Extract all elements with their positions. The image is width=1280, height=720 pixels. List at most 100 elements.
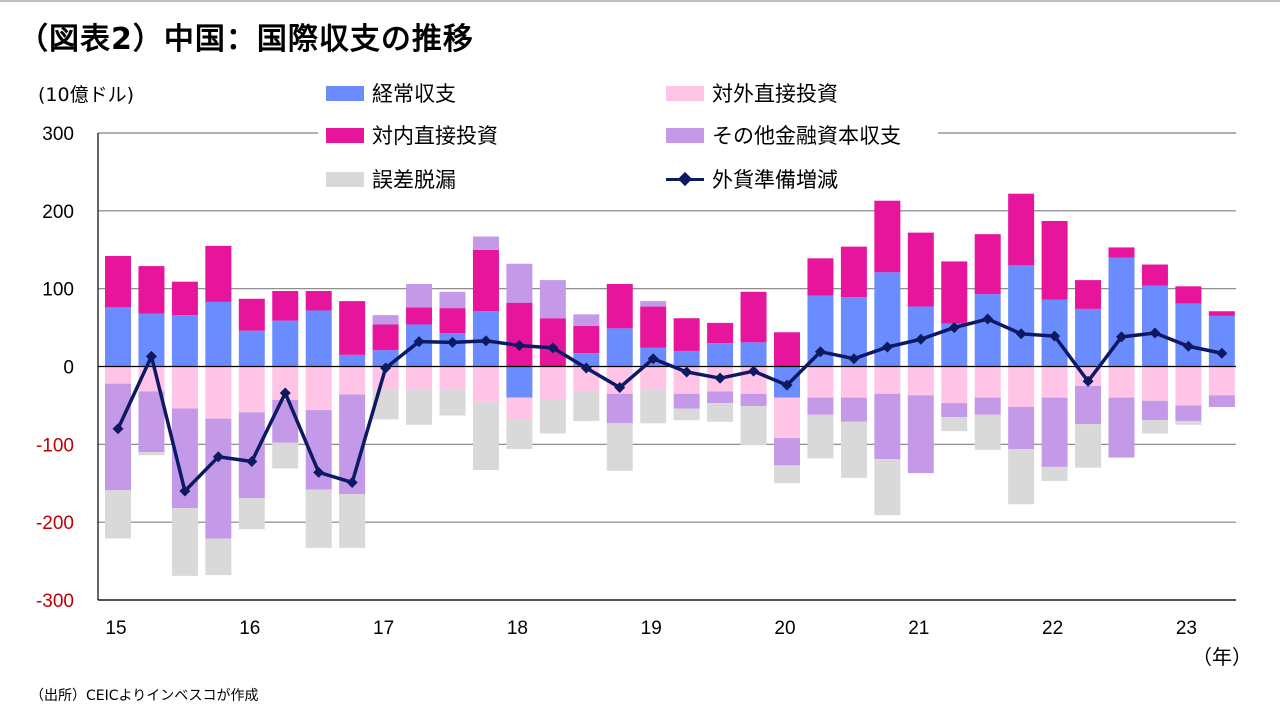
bar-odi bbox=[238, 366, 265, 413]
y-tick-label: 200 bbox=[42, 202, 74, 223]
legend-item-reserves: 外貨準備増減 bbox=[666, 164, 838, 194]
bar-fdi bbox=[907, 232, 934, 307]
bar-fdi bbox=[406, 307, 433, 325]
bar-fdi bbox=[707, 322, 734, 344]
bar-fdi bbox=[941, 261, 968, 324]
point-reserves bbox=[647, 353, 659, 365]
bar-odi bbox=[205, 366, 232, 419]
point-reserves bbox=[480, 335, 492, 347]
legend-label-current-account: 経常収支 bbox=[372, 82, 456, 106]
bar-fdi bbox=[472, 249, 499, 312]
bar-current-account bbox=[740, 342, 767, 367]
bar-errors bbox=[707, 403, 734, 422]
bar-other-neg bbox=[840, 397, 867, 422]
bar-current-account bbox=[974, 294, 1001, 367]
point-reserves bbox=[212, 451, 224, 463]
bar-errors bbox=[941, 417, 968, 432]
legend-item-other: その他金融資本収支 bbox=[666, 120, 901, 150]
top-border-line bbox=[0, 0, 1280, 2]
bar-odi bbox=[640, 366, 667, 390]
y-tick-label: -100 bbox=[36, 435, 74, 456]
bar-fdi bbox=[1141, 264, 1168, 286]
point-reserves bbox=[145, 350, 157, 362]
bar-other-neg bbox=[874, 393, 901, 460]
point-reserves bbox=[748, 365, 760, 377]
point-reserves bbox=[346, 476, 358, 488]
point-reserves bbox=[881, 341, 893, 353]
bar-odi bbox=[840, 366, 867, 398]
bar-other-neg bbox=[807, 397, 834, 415]
bar-odi bbox=[539, 366, 566, 400]
bar-odi bbox=[974, 366, 1001, 398]
point-reserves bbox=[447, 336, 458, 348]
point-reserves bbox=[1049, 330, 1061, 342]
bar-current-account bbox=[606, 328, 633, 367]
point-reserves bbox=[1149, 327, 1161, 339]
point-reserves bbox=[246, 455, 258, 467]
bar-odi bbox=[439, 366, 466, 390]
bar-current-account bbox=[105, 307, 131, 367]
bar-other bbox=[506, 263, 533, 303]
bar-current-account bbox=[506, 366, 533, 398]
bar-other-neg bbox=[1175, 405, 1202, 421]
point-reserves bbox=[1182, 340, 1194, 352]
y-tick-label: 300 bbox=[42, 124, 74, 145]
legend-item-current-account: 経常収支 bbox=[326, 78, 456, 108]
bar-current-account bbox=[1075, 308, 1102, 367]
bar-current-account bbox=[1208, 315, 1235, 367]
bar-fdi bbox=[506, 302, 533, 367]
bar-fdi bbox=[171, 281, 198, 316]
point-reserves bbox=[313, 466, 325, 478]
bar-current-account bbox=[171, 315, 198, 367]
bar-errors bbox=[238, 498, 265, 530]
bar-current-account bbox=[1175, 303, 1202, 367]
bar-fdi bbox=[105, 255, 131, 308]
legend-swatch-other bbox=[666, 127, 704, 143]
x-tick-label: 19 bbox=[641, 618, 662, 639]
bar-errors bbox=[339, 494, 366, 548]
chart-title: （図表2）中国：国際収支の推移 bbox=[18, 22, 474, 57]
bar-current-account bbox=[205, 301, 232, 367]
bar-errors bbox=[840, 421, 867, 478]
bar-odi bbox=[1175, 366, 1202, 406]
point-reserves bbox=[580, 362, 592, 374]
bar-other-neg bbox=[1208, 395, 1235, 407]
bar-current-account bbox=[707, 343, 734, 367]
bar-other-neg bbox=[907, 395, 934, 474]
point-reserves bbox=[1216, 347, 1228, 359]
bar-odi bbox=[1208, 366, 1235, 396]
legend-swatch-fdi bbox=[326, 127, 364, 143]
y-tick-label: -200 bbox=[36, 513, 74, 534]
bar-errors bbox=[1141, 420, 1168, 434]
bar-errors bbox=[673, 408, 700, 421]
x-tick-label: 21 bbox=[908, 618, 929, 639]
bar-fdi bbox=[272, 291, 299, 321]
bar-other-neg bbox=[272, 399, 299, 443]
bar-other bbox=[539, 280, 566, 319]
bar-odi bbox=[472, 366, 499, 403]
bar-errors bbox=[740, 406, 767, 446]
point-reserves bbox=[915, 333, 927, 345]
legend-item-odi: 対外直接投資 bbox=[666, 78, 838, 108]
bar-errors bbox=[774, 465, 800, 484]
y-tick-label: 100 bbox=[42, 280, 74, 301]
bar-odi bbox=[171, 366, 198, 409]
bar-fdi bbox=[874, 200, 901, 273]
legend-item-fdi: 対内直接投資 bbox=[326, 120, 498, 150]
point-reserves bbox=[1082, 375, 1094, 387]
y-tick-label: -300 bbox=[36, 591, 74, 612]
bar-errors bbox=[640, 389, 667, 424]
bar-odi bbox=[1008, 366, 1035, 407]
point-reserves bbox=[982, 313, 994, 325]
bar-other-neg bbox=[105, 383, 131, 491]
x-tick-label: 23 bbox=[1176, 618, 1197, 639]
x-tick-label: 17 bbox=[373, 618, 394, 639]
bar-errors bbox=[606, 423, 633, 471]
bar-odi bbox=[774, 397, 800, 439]
bar-odi bbox=[506, 397, 533, 420]
bar-errors bbox=[874, 459, 901, 516]
bar-fdi bbox=[138, 266, 165, 314]
bar-errors bbox=[406, 389, 433, 425]
legend-label-fdi: 対内直接投資 bbox=[372, 124, 498, 148]
